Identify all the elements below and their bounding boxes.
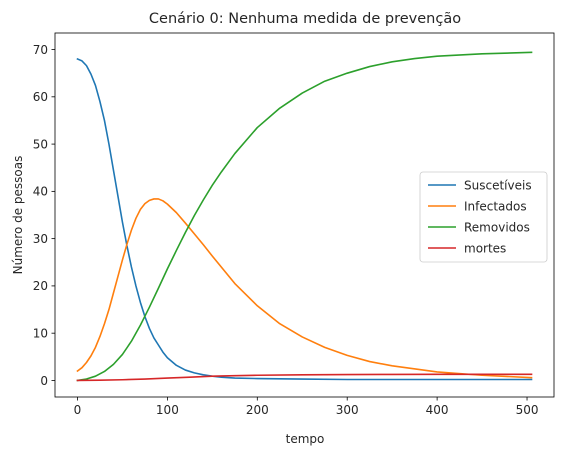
series-line-1 bbox=[76, 57, 533, 381]
x-tick-label: 0 bbox=[74, 403, 82, 417]
y-axis-label: Número de pessoas bbox=[11, 156, 25, 275]
x-tick-label: 200 bbox=[246, 403, 269, 417]
legend-label: mortes bbox=[464, 241, 506, 255]
legend-label: Removidos bbox=[464, 220, 530, 234]
plot-frame bbox=[54, 32, 555, 398]
series-line-4 bbox=[76, 373, 533, 382]
y-tick-label: 70 bbox=[33, 43, 48, 57]
legend-label: Suscetíveis bbox=[464, 178, 532, 192]
x-tick-label: 500 bbox=[516, 403, 539, 417]
y-tick-label: 30 bbox=[33, 232, 48, 246]
y-tick-label: 20 bbox=[33, 279, 48, 293]
y-tick-label: 0 bbox=[40, 374, 48, 388]
plot-area bbox=[76, 51, 533, 382]
x-tick-label: 100 bbox=[156, 403, 179, 417]
y-tick-label: 40 bbox=[33, 185, 48, 199]
legend-box bbox=[419, 171, 548, 263]
chart-title: Cenário 0: Nenhuma medida de prevenção bbox=[149, 11, 461, 27]
legend-label: Infectados bbox=[464, 199, 527, 213]
y-tick-label: 10 bbox=[33, 326, 48, 340]
series-line-3 bbox=[76, 51, 533, 382]
y-axis: 0 10 20 30 40 50 60 70 bbox=[33, 43, 55, 388]
legend: Suscetíveis Infectados Removidos mortes bbox=[419, 171, 548, 263]
series-line-2 bbox=[76, 198, 533, 379]
y-tick-label: 50 bbox=[33, 137, 48, 151]
x-tick-label: 400 bbox=[426, 403, 449, 417]
x-axis-label: tempo bbox=[286, 432, 325, 446]
x-axis: 0 100 200 300 400 500 bbox=[74, 397, 539, 417]
y-tick-label: 60 bbox=[33, 90, 48, 104]
x-tick-label: 300 bbox=[336, 403, 359, 417]
